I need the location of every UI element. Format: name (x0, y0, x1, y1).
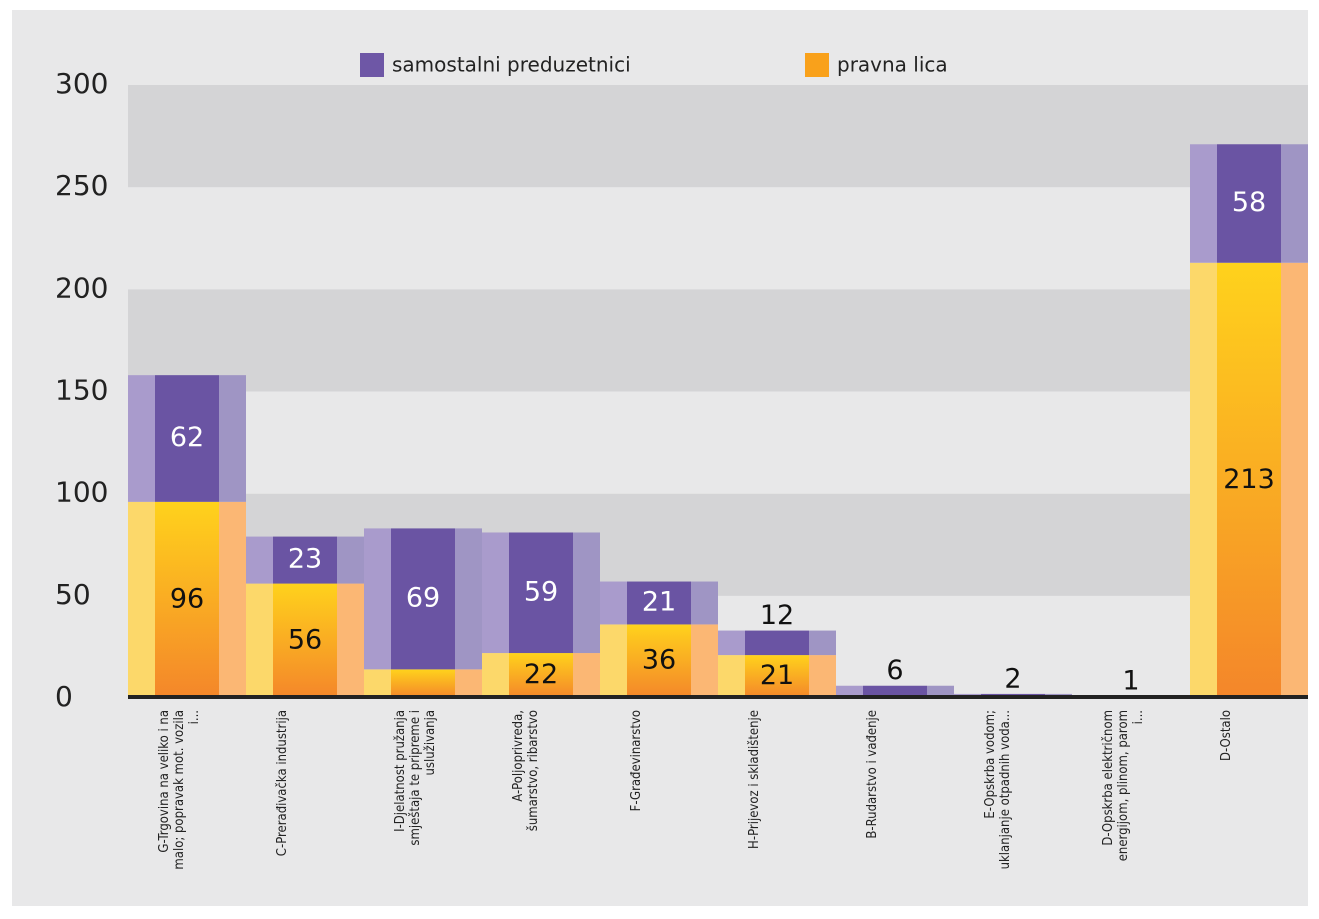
bar (745, 655, 809, 698)
x-tick-label: D-Ostalo (1219, 710, 1234, 762)
bar (391, 669, 455, 698)
value-label: 21 (760, 660, 794, 691)
value-label: 22 (524, 659, 558, 690)
grid-band (128, 289, 1308, 392)
bar-right (573, 653, 600, 698)
y-tick-label: 50 (55, 578, 91, 611)
value-label: 96 (170, 583, 204, 614)
x-tick-label: A-Poljoprivreda, šumarstvo, ribarstvo (511, 710, 541, 832)
bar-right (573, 532, 600, 654)
bar-right (455, 669, 482, 698)
bar-left (1190, 144, 1217, 263)
y-tick-label: 100 (55, 476, 108, 509)
bar-right (809, 655, 836, 698)
bar (273, 536, 337, 584)
value-label: 36 (642, 645, 676, 676)
bar-left (718, 630, 745, 656)
value-label: 58 (1232, 187, 1266, 218)
legend-label: pravna lica (837, 53, 948, 77)
bar-right (337, 583, 364, 698)
y-tick-label: 150 (55, 374, 108, 407)
x-tick-label: E-Opskrba vodom; uklanjanje otpadnih vod… (983, 710, 1013, 870)
grid-band (128, 391, 1308, 494)
grid-band (128, 187, 1308, 290)
bar-left (246, 583, 273, 698)
bar-left (836, 685, 863, 698)
bar (155, 501, 219, 698)
bar (509, 653, 573, 698)
legend-swatch (805, 53, 829, 77)
y-tick-label: 200 (55, 271, 108, 304)
x-tick-label: D-Opskrba električnom energijom, plinom,… (1101, 710, 1146, 862)
bar (391, 528, 455, 670)
bar-left (600, 581, 627, 625)
bar-left (246, 536, 273, 584)
value-label: 6 (886, 655, 903, 686)
bar-right (927, 685, 954, 698)
bar (627, 581, 691, 625)
bar (1217, 144, 1281, 263)
value-label: 23 (288, 544, 322, 575)
value-label: 1 (1122, 665, 1139, 696)
y-tick-label: 250 (55, 169, 108, 202)
value-label: 69 (406, 582, 440, 613)
bar-right (219, 375, 246, 502)
bar-right (337, 536, 364, 584)
x-tick-label: B-Rudarstvo i vađenje (865, 710, 880, 839)
bar-right (809, 630, 836, 656)
bar-left (482, 532, 509, 654)
x-tick-label: F-Građevinarstvo (629, 710, 644, 812)
value-label: 2 (1004, 663, 1021, 694)
bar (155, 375, 219, 502)
bar-left (128, 375, 155, 502)
bar-right (455, 528, 482, 670)
bar-right (219, 501, 246, 698)
bar (509, 532, 573, 654)
bar (273, 583, 337, 698)
grid-band (128, 85, 1308, 188)
x-tick-label: H-Prijevoz i skladištenje (747, 710, 762, 849)
bar (863, 685, 927, 698)
bar (745, 630, 809, 656)
bar-left (364, 528, 391, 670)
x-axis (128, 695, 1308, 699)
bar-left (1190, 262, 1217, 698)
legend-swatch (360, 53, 384, 77)
legend-label: samostalni preduzetnici (392, 53, 631, 77)
value-label: 62 (170, 422, 204, 453)
y-tick-label: 300 (55, 67, 108, 100)
value-label: 21 (642, 586, 676, 617)
x-tick-label: C-Prerađivačka industrija (275, 710, 290, 857)
value-label: 59 (524, 576, 558, 607)
value-label: 56 (288, 624, 322, 655)
bar (627, 624, 691, 698)
bar-left (482, 653, 509, 698)
y-tick-label: 0 (55, 680, 73, 713)
value-label: 213 (1223, 464, 1275, 495)
bar-right (1281, 144, 1308, 263)
bar (1217, 262, 1281, 698)
x-tick-label: G-Trgovina na veliko i na malo; popravak… (157, 710, 202, 870)
bar-left (364, 669, 391, 698)
bar-right (1281, 262, 1308, 698)
bar-right (691, 581, 718, 625)
value-label: 12 (760, 600, 794, 631)
bar-left (600, 624, 627, 698)
bar-left (128, 501, 155, 698)
bar-right (691, 624, 718, 698)
x-tick-label: I-Djelatnost pružanja smještaja te pripr… (393, 710, 438, 846)
bar-left (718, 655, 745, 698)
